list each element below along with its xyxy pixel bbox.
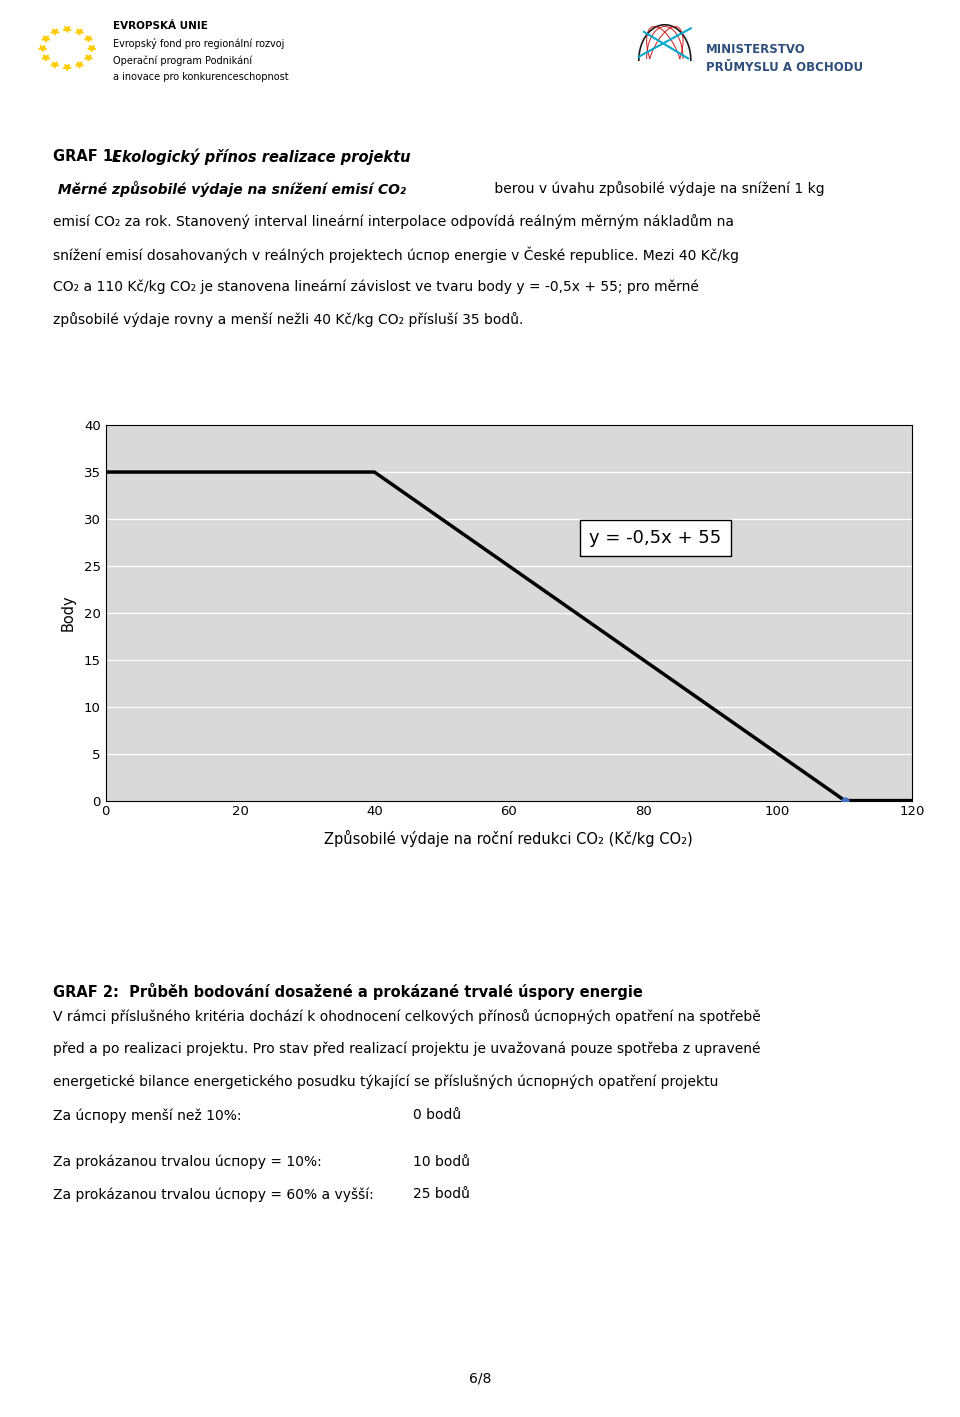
Polygon shape — [84, 35, 92, 43]
Polygon shape — [87, 45, 96, 51]
Text: PRŬMYSLU A OBCHODU: PRŬMYSLU A OBCHODU — [706, 61, 863, 74]
Text: Evropský fond pro regionální rozvoj: Evropský fond pro regionální rozvoj — [113, 38, 285, 50]
Text: před a po realizaci projektu. Pro stav před realizací projektu je uvažovaná pouz: před a po realizaci projektu. Pro stav p… — [53, 1041, 760, 1056]
Text: EVROPSKÁ UNIE: EVROPSKÁ UNIE — [113, 21, 208, 31]
Polygon shape — [42, 35, 50, 43]
Text: 6/8: 6/8 — [468, 1372, 492, 1386]
Polygon shape — [63, 27, 71, 33]
Text: V rámci příslušného kritéria dochází k ohodnocení celkových přínosů úспорнých op: V rámci příslušného kritéria dochází k o… — [53, 1009, 760, 1024]
X-axis label: Způsobilé výdaje na roční redukci CO₂ (Kč/kg CO₂): Způsobilé výdaje na roční redukci CO₂ (K… — [324, 829, 693, 846]
Text: Ekologický přínos realizace projektu: Ekologický přínos realizace projektu — [112, 149, 411, 166]
Text: energetické bilance energetického posudku týkající se příslušných úспорнých opat: energetické bilance energetického posudk… — [53, 1074, 718, 1088]
Text: Měrné způsobilé výdaje na snížení emisí CO₂: Měrné způsobilé výdaje na snížení emisí … — [53, 181, 406, 197]
Text: snížení emisí dosahovaných v reálných projektech úспор energie v České republice: snížení emisí dosahovaných v reálných pr… — [53, 247, 739, 264]
Text: berou v úvahu způsobilé výdaje na snížení 1 kg: berou v úvahu způsobilé výdaje na snížen… — [490, 181, 825, 197]
Text: Za úспору menší než 10%:: Za úспору menší než 10%: — [53, 1108, 241, 1122]
Y-axis label: Body: Body — [60, 595, 76, 631]
Text: MINISTERSTVO: MINISTERSTVO — [706, 43, 805, 55]
Text: 10 bodů: 10 bodů — [413, 1155, 469, 1169]
Text: GRAF 2:  Průběh bodování dosažené a prokázané trvalé úspory energie: GRAF 2: Průběh bodování dosažené a proká… — [53, 983, 642, 1000]
Text: emisí CO₂ za rok. Stanovený interval lineární interpolace odpovídá reálným měrný: emisí CO₂ za rok. Stanovený interval lin… — [53, 214, 733, 230]
Text: GRAF 1:: GRAF 1: — [53, 149, 124, 164]
Text: CO₂ a 110 Kč/kg CO₂ je stanovena lineární závislost ve tvaru body y = -0,5x + 55: CO₂ a 110 Kč/kg CO₂ je stanovena lineárn… — [53, 279, 699, 293]
Text: 0 bodů: 0 bodů — [413, 1108, 461, 1122]
Text: 25 bodů: 25 bodů — [413, 1187, 469, 1202]
Polygon shape — [84, 55, 92, 61]
Polygon shape — [42, 55, 50, 61]
Polygon shape — [63, 65, 71, 71]
Text: Za prokázanou trvalou úспору = 10%:: Za prokázanou trvalou úспору = 10%: — [53, 1155, 322, 1169]
Polygon shape — [38, 45, 47, 51]
Text: Za prokázanou trvalou úспору = 60% a vyšší:: Za prokázanou trvalou úспору = 60% a vyš… — [53, 1187, 373, 1202]
Text: a inovace pro konkurenceschopnost: a inovace pro konkurenceschopnost — [113, 72, 289, 82]
Polygon shape — [76, 62, 84, 68]
Text: způsobilé výdaje rovny a menší nežli 40 Kč/kg CO₂ přísluší 35 bodů.: způsobilé výdaje rovny a menší nežli 40 … — [53, 312, 523, 327]
Polygon shape — [76, 28, 84, 35]
Polygon shape — [51, 62, 59, 68]
Text: y = -0,5x + 55: y = -0,5x + 55 — [589, 529, 722, 547]
Text: Operační program Podnikání: Operační program Podnikání — [113, 55, 252, 65]
Polygon shape — [51, 28, 59, 35]
